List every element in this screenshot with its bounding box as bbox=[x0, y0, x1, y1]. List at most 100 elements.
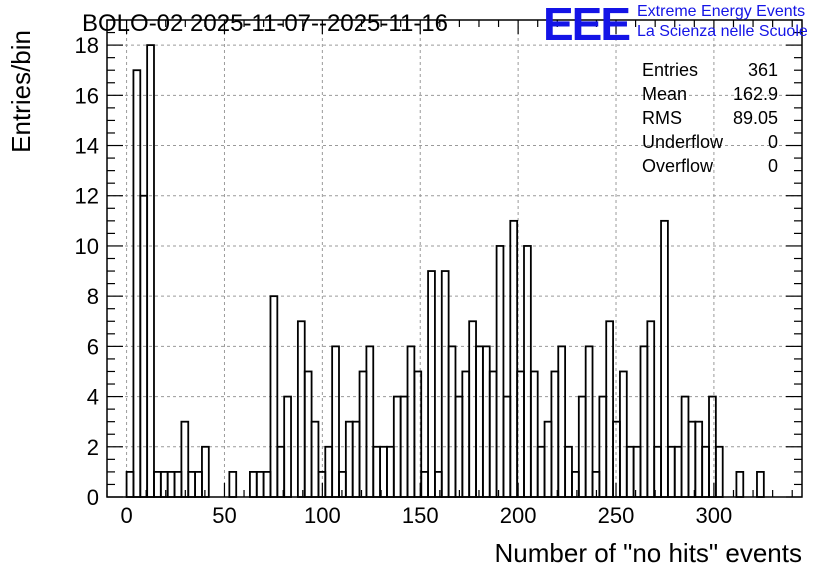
histogram-bin bbox=[495, 245, 505, 498]
histogram-bin bbox=[639, 345, 649, 498]
stats-value: 162.9 bbox=[732, 84, 778, 104]
x-tick-label: 150 bbox=[402, 503, 439, 528]
histogram-bin bbox=[632, 445, 642, 498]
stats-label: Mean bbox=[642, 84, 688, 104]
y-axis-title: Entries/bin bbox=[6, 30, 36, 153]
y-tick-label: 4 bbox=[87, 385, 99, 410]
histogram-bin bbox=[255, 470, 265, 498]
histogram-bin bbox=[523, 245, 532, 498]
y-tick-label: 14 bbox=[75, 134, 99, 159]
stats-value: 0 bbox=[767, 156, 778, 176]
histogram-bin bbox=[481, 345, 491, 498]
histogram-bin bbox=[406, 345, 416, 498]
stats-box: Entries 361 Mean 162.9 RMS 89.05 Underfl… bbox=[642, 58, 778, 178]
histogram-bin bbox=[756, 470, 765, 498]
stats-value: 361 bbox=[747, 60, 778, 80]
x-tick-label: 250 bbox=[598, 503, 635, 528]
y-tick-label: 16 bbox=[75, 83, 99, 108]
histogram-bin bbox=[365, 345, 375, 498]
stats-value: 0 bbox=[767, 132, 778, 152]
histogram-bin bbox=[550, 370, 560, 498]
histogram-bin bbox=[571, 470, 580, 498]
y-tick-label: 6 bbox=[87, 334, 99, 359]
histogram-bin bbox=[584, 345, 594, 498]
histogram-bin bbox=[249, 470, 258, 498]
histogram-bin bbox=[180, 420, 190, 498]
histogram-bin bbox=[434, 470, 443, 498]
histogram-bin bbox=[386, 445, 395, 498]
histogram-bin bbox=[351, 420, 361, 498]
y-tick-label: 2 bbox=[87, 435, 99, 460]
logo-caption: Extreme Energy Events La Scienza nelle S… bbox=[637, 2, 808, 42]
stats-row-underflow: Underflow 0 bbox=[642, 130, 778, 154]
histogram-bin bbox=[701, 445, 710, 498]
stats-row-overflow: Overflow 0 bbox=[642, 154, 778, 178]
histogram-bin bbox=[694, 420, 704, 498]
x-tick-label: 300 bbox=[696, 503, 733, 528]
histogram-bin bbox=[536, 445, 546, 498]
histogram-bin bbox=[379, 445, 388, 498]
stats-value: 89.05 bbox=[732, 108, 778, 128]
histogram-bin bbox=[427, 270, 436, 498]
stats-label: RMS bbox=[642, 108, 682, 128]
histogram-bin bbox=[372, 445, 382, 498]
histogram-bin bbox=[262, 470, 272, 498]
histogram-bin bbox=[461, 370, 471, 498]
histogram-bin bbox=[132, 69, 142, 498]
histogram-bin bbox=[331, 345, 340, 498]
y-tick-label: 8 bbox=[87, 284, 99, 309]
histogram-bin bbox=[488, 370, 498, 498]
histogram-bin bbox=[166, 470, 176, 498]
histogram-bin bbox=[276, 445, 286, 498]
y-tick-label: 12 bbox=[75, 184, 99, 209]
y-tick-label: 10 bbox=[75, 234, 99, 259]
histogram-bin bbox=[509, 219, 519, 498]
y-tick-label: 0 bbox=[87, 485, 99, 510]
logo-caption-line1: Extreme Energy Events bbox=[637, 3, 806, 20]
x-tick-label: 200 bbox=[500, 503, 537, 528]
y-tick-label: 18 bbox=[75, 33, 99, 58]
stats-row-rms: RMS 89.05 bbox=[642, 106, 778, 130]
histogram-bin bbox=[735, 470, 745, 498]
histogram-bin bbox=[666, 445, 676, 498]
histogram-bin bbox=[303, 370, 313, 498]
histogram-bin bbox=[605, 320, 614, 498]
stats-row-mean: Mean 162.9 bbox=[642, 82, 778, 106]
eee-logo: EEE bbox=[543, 0, 631, 50]
histogram-bin bbox=[310, 420, 320, 498]
histogram-bin bbox=[324, 445, 334, 498]
histogram-bin bbox=[447, 345, 457, 498]
histogram-bin bbox=[228, 470, 238, 498]
histogram-bin bbox=[653, 445, 662, 498]
logo-caption-line2: La Scienza nelle Scuole bbox=[637, 23, 808, 40]
x-axis-title: Number of "no hits" events bbox=[495, 538, 803, 568]
histogram-bin bbox=[173, 470, 183, 498]
histogram-bin bbox=[673, 445, 683, 498]
histogram-bin bbox=[625, 445, 635, 498]
histogram-bin bbox=[159, 470, 169, 498]
stats-label: Entries bbox=[642, 60, 699, 80]
histogram-bin bbox=[344, 420, 354, 498]
histogram-bin bbox=[194, 470, 203, 498]
histogram-bin bbox=[296, 320, 306, 498]
histogram-bin bbox=[687, 420, 697, 498]
histogram-bin bbox=[420, 470, 429, 498]
histogram-bin bbox=[475, 345, 484, 498]
histogram-bin bbox=[146, 44, 155, 498]
histogram-bin bbox=[557, 345, 567, 498]
x-tick-label: 50 bbox=[212, 503, 236, 528]
histogram-bin bbox=[529, 370, 539, 498]
histogram-bin bbox=[358, 370, 368, 498]
histogram-bin bbox=[660, 219, 669, 498]
histogram-bin bbox=[619, 370, 628, 498]
histogram-bin bbox=[714, 445, 724, 498]
x-tick-label: 0 bbox=[120, 503, 132, 528]
histogram-bin bbox=[201, 445, 210, 498]
histogram-bin bbox=[646, 320, 656, 498]
histogram-bin bbox=[543, 420, 553, 498]
stats-row-entries: Entries 361 bbox=[642, 58, 778, 82]
stats-label: Overflow bbox=[642, 156, 714, 176]
histogram-bin bbox=[564, 445, 573, 498]
plot-title: BOLO-02 2025-11-07--2025-11-16 bbox=[82, 10, 448, 37]
